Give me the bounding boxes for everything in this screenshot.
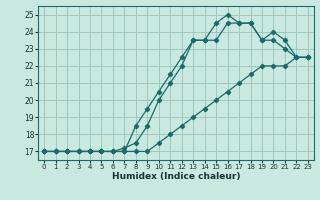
X-axis label: Humidex (Indice chaleur): Humidex (Indice chaleur) (112, 172, 240, 181)
